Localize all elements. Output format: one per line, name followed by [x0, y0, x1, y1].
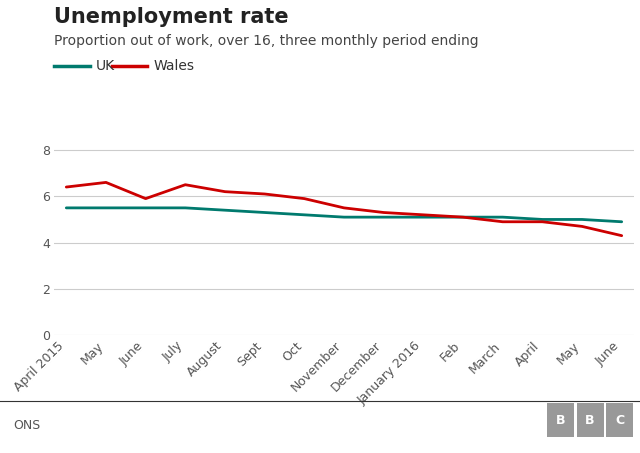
Text: C: C — [615, 414, 624, 427]
Text: B: B — [586, 414, 595, 427]
Text: ONS: ONS — [13, 419, 40, 432]
Text: B: B — [556, 414, 565, 427]
Text: Proportion out of work, over 16, three monthly period ending: Proportion out of work, over 16, three m… — [54, 34, 479, 48]
Text: UK: UK — [96, 59, 115, 72]
Text: Unemployment rate: Unemployment rate — [54, 7, 289, 27]
Text: Wales: Wales — [154, 59, 195, 72]
